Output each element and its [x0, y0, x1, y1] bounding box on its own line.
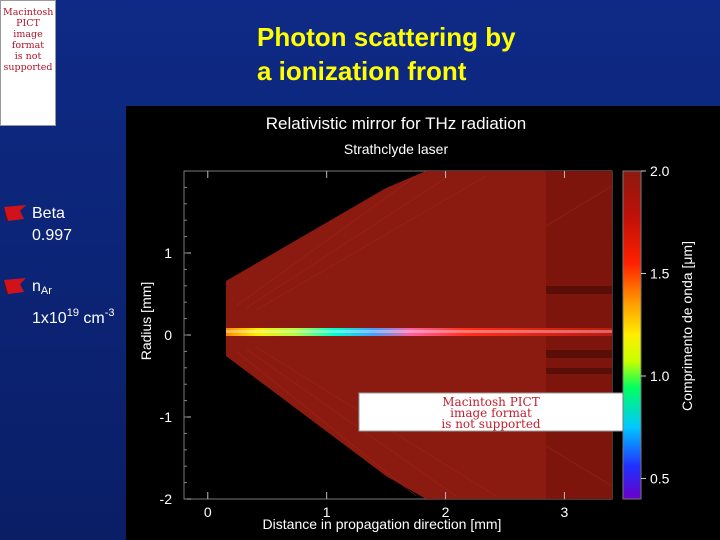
colorbar-label: Comprimento de onda [μm] — [679, 241, 695, 411]
slide-title-line-2: a ionization front — [257, 56, 467, 86]
scatter-streaks — [235, 175, 612, 497]
bullet-beta-value: 0.997 — [32, 227, 73, 244]
placeholder-line: Macintosh PICT — [3, 7, 54, 29]
embedded-unsupported-image: Macintosh PICT image format is not suppo… — [358, 392, 625, 432]
colorbar-tick-label: 1.0 — [650, 368, 670, 384]
colorbar-tick-label: 1.5 — [650, 266, 670, 282]
red-flag-icon — [4, 205, 26, 221]
density-unit-exponent: -3 — [104, 307, 115, 319]
y-tick-label: -2 — [160, 491, 173, 507]
colorbar-ticks: 0.5 1.0 1.5 2.0 — [641, 163, 670, 487]
bullet-density-text: nAr 1x1019 cm-3 — [32, 276, 115, 330]
placeholder-line: image format — [11, 29, 45, 51]
embedded-placeholder-line: is not supported — [441, 417, 541, 431]
heatmap-plot: Macintosh PICT image format is not suppo… — [138, 163, 695, 532]
placeholder-line: is not supported — [3, 51, 53, 73]
density-symbol: nAr — [32, 278, 52, 297]
x-tick-label: 0 — [204, 504, 212, 520]
dark-band — [546, 350, 612, 358]
figure-subtitle: Strathclyde laser — [343, 141, 449, 157]
slide-title: Photon scattering by a ionization front — [257, 20, 697, 88]
colorbar-tick-label: 0.5 — [650, 471, 670, 487]
figure-title: Relativistic mirror for THz radiation — [265, 114, 527, 133]
simulation-figure: Relativistic mirror for THz radiation St… — [126, 106, 720, 540]
colorbar — [622, 170, 642, 500]
x-tick-label: 1 — [323, 504, 331, 520]
embedded-placeholder-line: Macintosh PICT — [442, 395, 539, 409]
red-flag-icon — [4, 278, 26, 294]
y-axis-label: Radius [mm] — [138, 282, 154, 361]
x-tick-label: 2 — [442, 504, 450, 520]
x-tick-label: 3 — [561, 504, 569, 520]
colorbar-tick-label: 2.0 — [650, 163, 670, 179]
y-tick-label: 1 — [164, 245, 172, 261]
dark-band — [546, 368, 612, 374]
density-symbol-subscript: Ar — [40, 285, 52, 297]
bullet-beta-label: Beta — [32, 205, 65, 222]
density-exponent: 19 — [66, 307, 79, 319]
dark-band — [546, 286, 612, 294]
x-axis-ticks: 0 1 2 3 — [204, 171, 569, 520]
density-value: 1x1019 cm-3 — [32, 307, 115, 327]
x-axis-label: Distance in propagation direction [mm] — [263, 516, 502, 532]
y-tick-label: -1 — [160, 409, 173, 425]
embedded-placeholder-line: image format — [450, 406, 532, 420]
slide-title-line-1: Photon scattering by — [257, 22, 516, 52]
beam-axis — [226, 328, 612, 336]
y-tick-label: 0 — [164, 327, 172, 343]
bullet-beta-text: Beta 0.997 — [32, 203, 72, 247]
y-axis-ticks: -2 -1 0 1 — [160, 170, 191, 507]
beam-core — [226, 330, 612, 333]
unsupported-image-placeholder: Macintosh PICT image format is not suppo… — [0, 0, 56, 126]
